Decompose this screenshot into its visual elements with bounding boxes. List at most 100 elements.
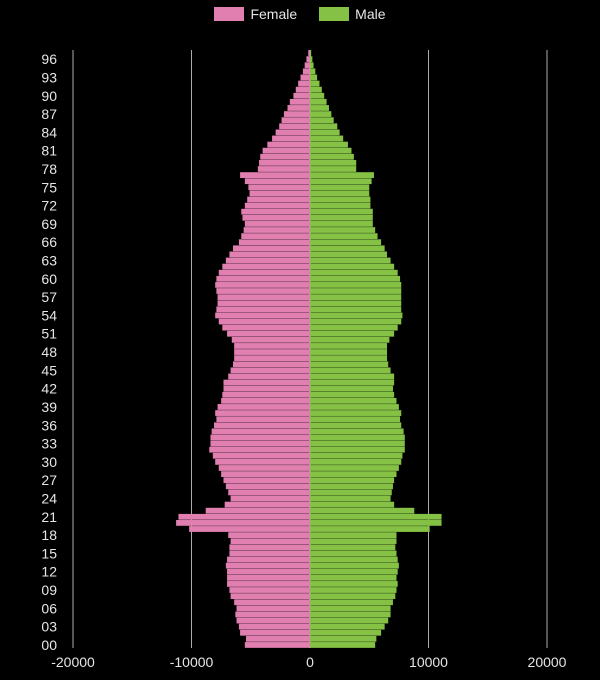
male-bar[interactable] bbox=[310, 373, 395, 380]
female-bar[interactable] bbox=[241, 208, 310, 215]
male-bar[interactable] bbox=[310, 428, 404, 435]
female-bar[interactable] bbox=[216, 288, 310, 294]
female-bar[interactable] bbox=[306, 56, 310, 63]
male-bar[interactable] bbox=[310, 221, 373, 227]
male-bar[interactable] bbox=[310, 214, 373, 221]
male-bar[interactable] bbox=[310, 495, 391, 502]
female-bar[interactable] bbox=[221, 397, 310, 404]
male-bar[interactable] bbox=[310, 318, 402, 325]
male-bar[interactable] bbox=[310, 550, 397, 557]
male-bar[interactable] bbox=[310, 86, 322, 93]
female-bar[interactable] bbox=[246, 635, 310, 642]
female-bar[interactable] bbox=[223, 477, 310, 484]
female-bar[interactable] bbox=[210, 434, 310, 441]
female-bar[interactable] bbox=[225, 483, 310, 490]
male-bar[interactable] bbox=[310, 50, 312, 56]
female-bar[interactable] bbox=[244, 642, 310, 648]
female-bar[interactable] bbox=[225, 562, 310, 569]
female-bar[interactable] bbox=[248, 184, 310, 191]
female-bar[interactable] bbox=[244, 202, 310, 209]
female-bar[interactable] bbox=[221, 471, 310, 477]
female-bar[interactable] bbox=[279, 123, 310, 130]
male-bar[interactable] bbox=[310, 129, 340, 136]
male-bar[interactable] bbox=[310, 642, 376, 648]
male-bar[interactable] bbox=[310, 343, 388, 349]
female-bar[interactable] bbox=[243, 227, 310, 233]
male-bar[interactable] bbox=[310, 196, 371, 203]
female-bar[interactable] bbox=[228, 489, 310, 496]
male-bar[interactable] bbox=[310, 355, 388, 362]
female-bar[interactable] bbox=[236, 617, 310, 624]
female-bar[interactable] bbox=[262, 147, 310, 154]
female-bar[interactable] bbox=[217, 300, 310, 307]
male-bar[interactable] bbox=[310, 629, 382, 636]
male-bar[interactable] bbox=[310, 587, 397, 593]
female-bar[interactable] bbox=[300, 74, 310, 81]
female-bar[interactable] bbox=[249, 190, 310, 197]
female-bar[interactable] bbox=[257, 166, 310, 172]
male-bar[interactable] bbox=[310, 147, 352, 154]
male-bar[interactable] bbox=[310, 568, 398, 575]
male-bar[interactable] bbox=[310, 105, 329, 111]
female-bar[interactable] bbox=[218, 465, 310, 471]
male-bar[interactable] bbox=[310, 80, 320, 87]
female-bar[interactable] bbox=[231, 336, 310, 343]
female-bar[interactable] bbox=[217, 404, 310, 410]
female-bar[interactable] bbox=[217, 294, 310, 301]
female-bar[interactable] bbox=[234, 355, 310, 362]
female-bar[interactable] bbox=[304, 62, 310, 69]
male-bar[interactable] bbox=[310, 123, 338, 130]
female-bar[interactable] bbox=[211, 428, 310, 435]
male-bar[interactable] bbox=[310, 336, 390, 343]
male-bar[interactable] bbox=[310, 458, 402, 465]
female-bar[interactable] bbox=[227, 330, 310, 337]
male-bar[interactable] bbox=[310, 294, 402, 301]
male-bar[interactable] bbox=[310, 153, 354, 160]
female-bar[interactable] bbox=[222, 391, 310, 398]
female-bar[interactable] bbox=[223, 379, 310, 386]
male-bar[interactable] bbox=[310, 385, 393, 392]
female-bar[interactable] bbox=[218, 269, 310, 276]
female-bar[interactable] bbox=[235, 611, 310, 618]
male-bar[interactable] bbox=[310, 623, 385, 630]
female-bar[interactable] bbox=[289, 98, 310, 105]
male-bar[interactable] bbox=[310, 556, 398, 563]
female-bar[interactable] bbox=[272, 135, 310, 142]
female-bar[interactable] bbox=[227, 556, 310, 563]
male-bar[interactable] bbox=[310, 544, 396, 551]
male-bar[interactable] bbox=[310, 263, 395, 270]
female-bar[interactable] bbox=[229, 550, 310, 557]
male-bar[interactable] bbox=[310, 477, 395, 484]
male-bar[interactable] bbox=[310, 416, 401, 423]
male-bar[interactable] bbox=[310, 257, 391, 264]
male-bar[interactable] bbox=[310, 397, 397, 404]
male-bar[interactable] bbox=[310, 422, 402, 429]
male-bar[interactable] bbox=[310, 166, 357, 172]
male-bar[interactable] bbox=[310, 141, 348, 148]
male-bar[interactable] bbox=[310, 239, 382, 246]
female-bar[interactable] bbox=[240, 629, 310, 636]
female-bar[interactable] bbox=[223, 385, 310, 392]
male-bar[interactable] bbox=[310, 233, 378, 240]
female-bar[interactable] bbox=[227, 574, 310, 581]
male-bar[interactable] bbox=[310, 513, 442, 520]
male-bar[interactable] bbox=[310, 111, 332, 117]
male-bar[interactable] bbox=[310, 312, 403, 319]
male-bar[interactable] bbox=[310, 202, 371, 209]
male-bar[interactable] bbox=[310, 227, 376, 233]
male-bar[interactable] bbox=[310, 538, 397, 545]
male-bar[interactable] bbox=[310, 92, 325, 99]
female-bar[interactable] bbox=[178, 513, 310, 520]
female-bar[interactable] bbox=[232, 245, 310, 252]
female-bar[interactable] bbox=[216, 306, 310, 313]
female-bar[interactable] bbox=[287, 105, 310, 111]
male-bar[interactable] bbox=[310, 269, 398, 276]
female-bar[interactable] bbox=[227, 568, 310, 575]
male-bar[interactable] bbox=[310, 379, 395, 386]
female-bar[interactable] bbox=[275, 129, 310, 136]
male-bar[interactable] bbox=[310, 605, 391, 612]
female-bar[interactable] bbox=[215, 282, 310, 288]
legend-item-female[interactable]: Female bbox=[214, 6, 297, 22]
female-bar[interactable] bbox=[230, 593, 310, 600]
male-bar[interactable] bbox=[310, 62, 314, 69]
